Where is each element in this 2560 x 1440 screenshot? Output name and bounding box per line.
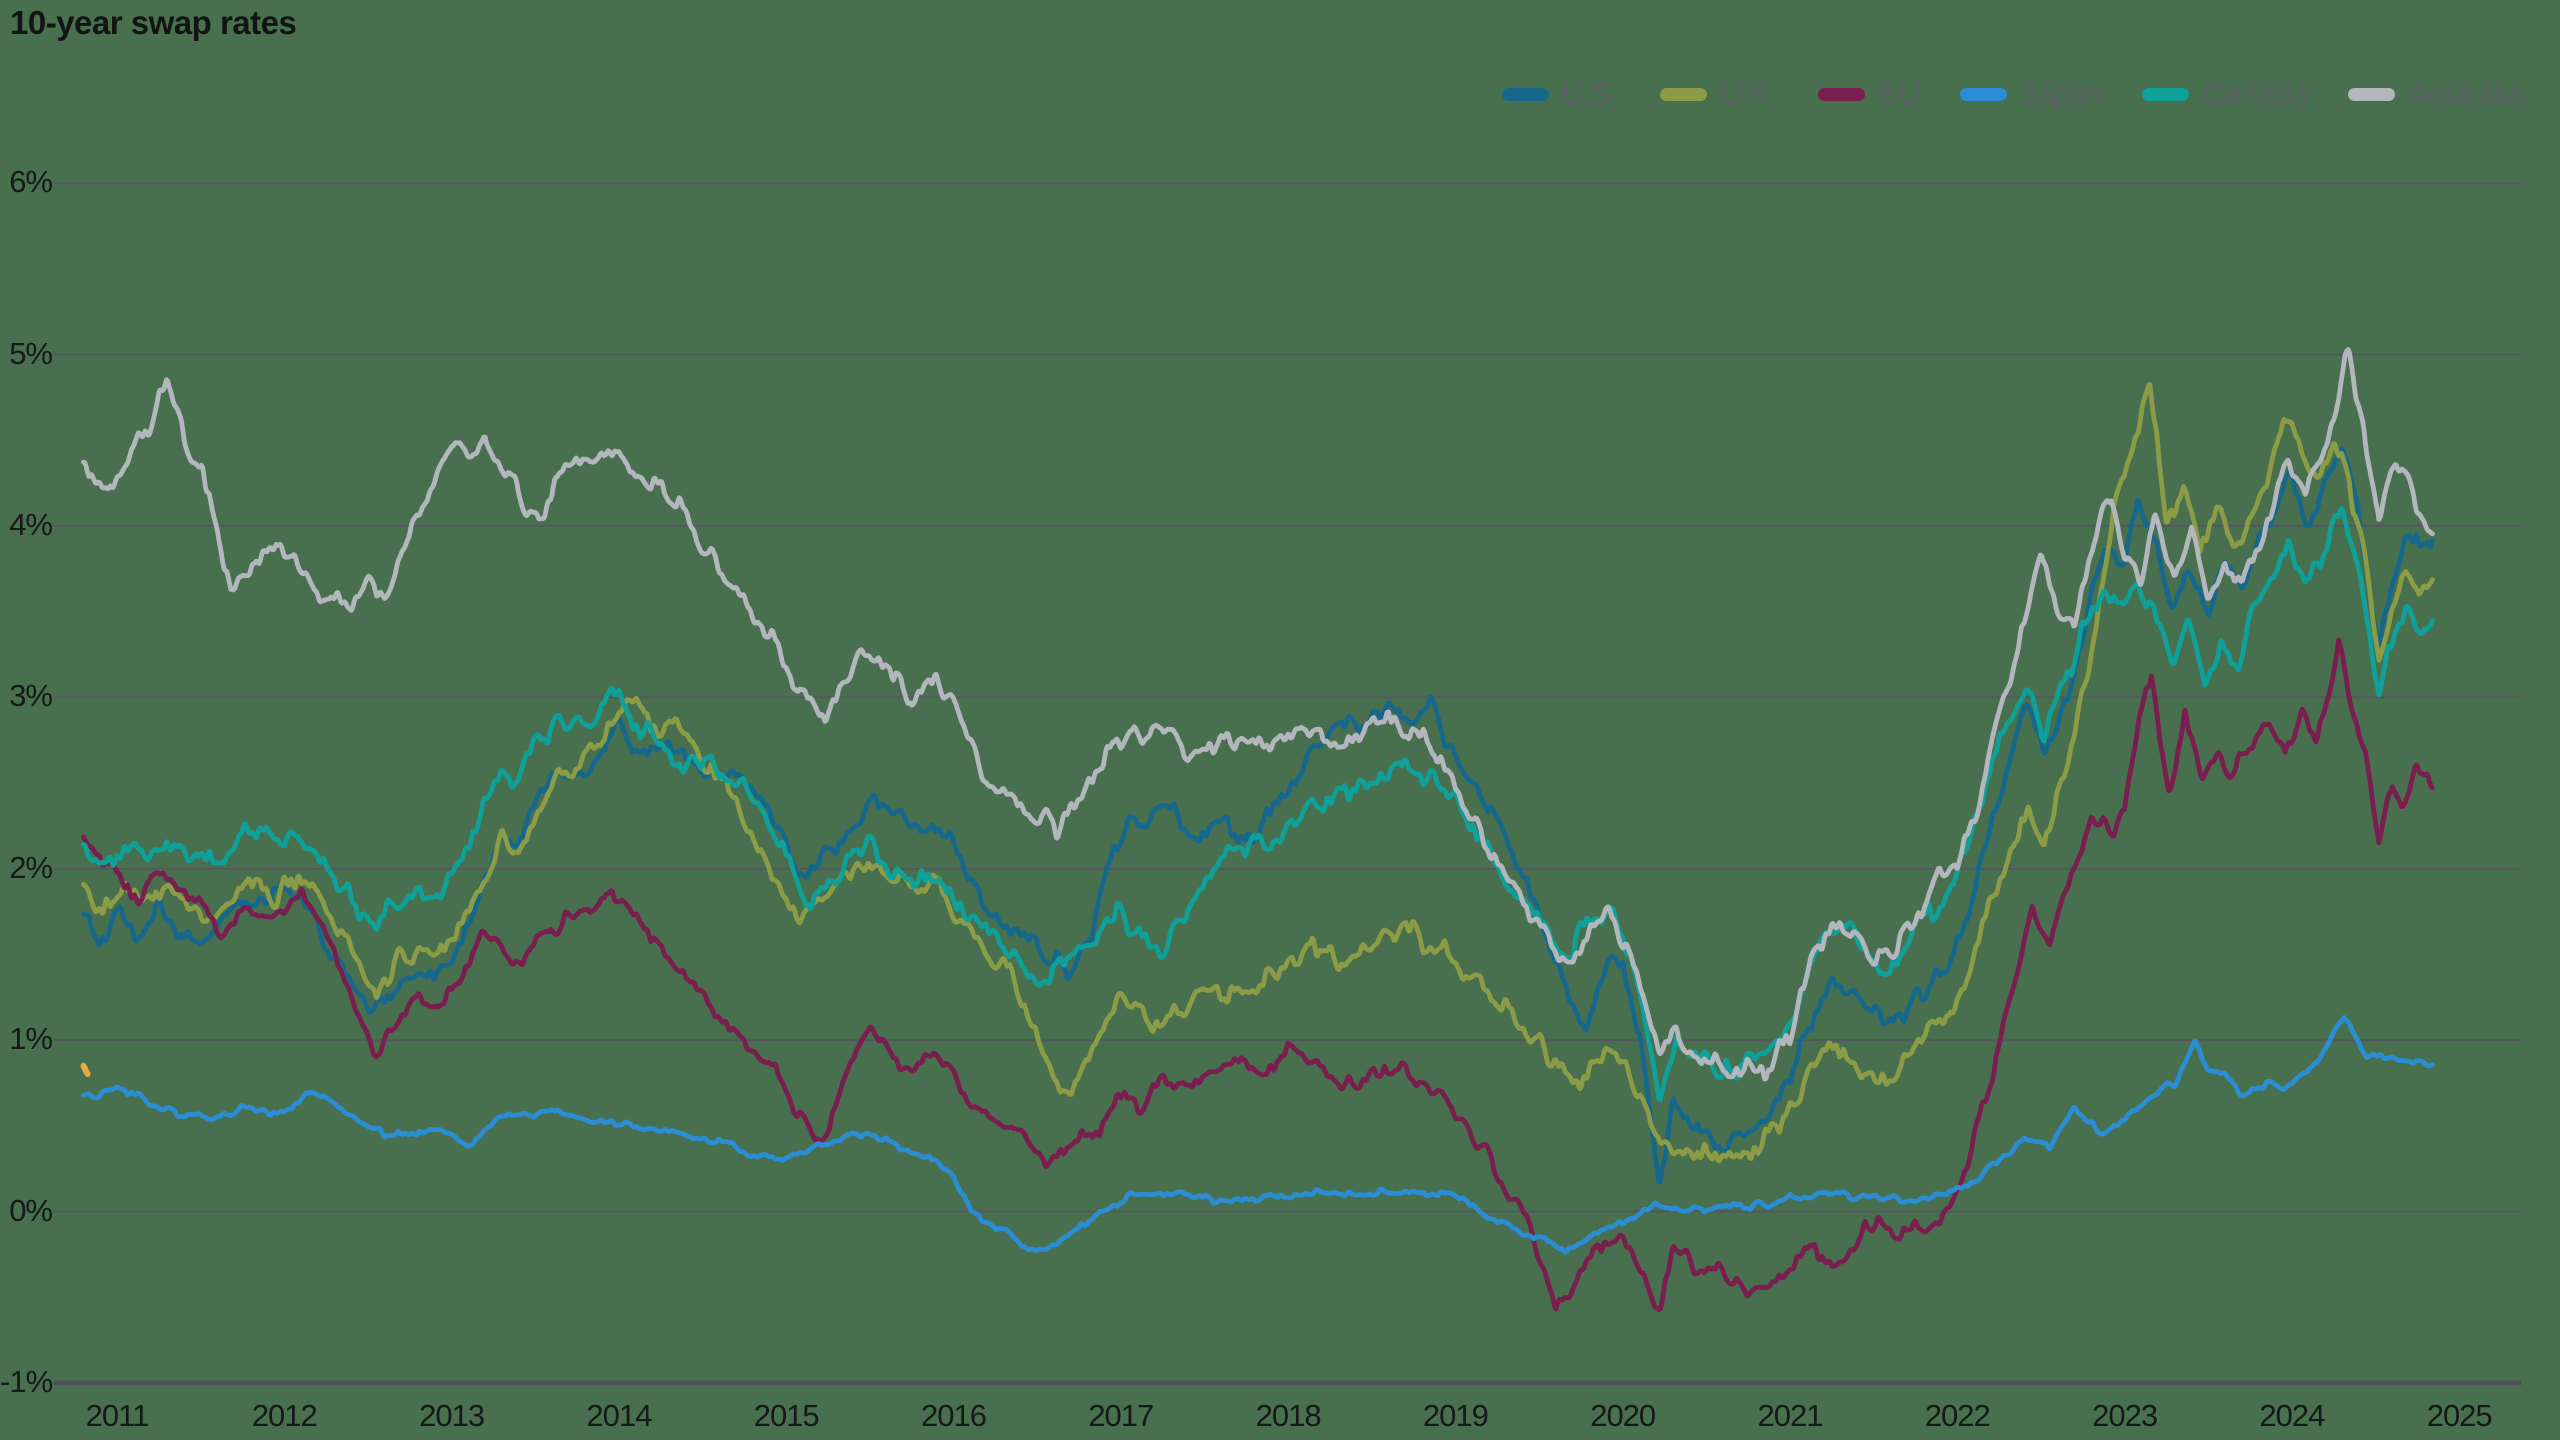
x-tick-label-2013: 2013 bbox=[419, 1398, 485, 1433]
y-tick-label-1%: 1% bbox=[9, 1021, 53, 1057]
x-tick-label-2021: 2021 bbox=[1757, 1398, 1824, 1433]
y-tick-label-0%: 0% bbox=[9, 1192, 53, 1228]
legend-item-australia: Australia bbox=[2347, 76, 2525, 112]
y-tick-label--1%: -1% bbox=[0, 1363, 53, 1399]
legend-swatch-icon bbox=[2142, 87, 2190, 101]
legend-item-canada: Canada bbox=[2142, 76, 2308, 112]
legend-swatch-icon bbox=[1960, 87, 2008, 101]
legend-label: Canada bbox=[2202, 76, 2308, 111]
gridlines bbox=[54, 182, 2521, 1386]
x-tick-label-2024: 2024 bbox=[2259, 1398, 2325, 1433]
x-tick-label-2023: 2023 bbox=[2092, 1398, 2158, 1433]
y-tick-label-5%: 5% bbox=[9, 335, 53, 371]
y-tick-label-3%: 3% bbox=[9, 678, 53, 714]
y-tick-label-4%: 4% bbox=[9, 506, 53, 542]
chart-title: 10-year swap rates bbox=[10, 4, 297, 41]
legend-swatch-icon bbox=[1501, 87, 1549, 101]
series-line-partial-yellow-series-fragment bbox=[80, 1062, 91, 1077]
series-line-eu bbox=[81, 637, 2435, 1312]
x-tick-label-2020: 2020 bbox=[1590, 1398, 1656, 1433]
legend-label: U.S. bbox=[1561, 76, 1621, 111]
legend-item-eu: EU bbox=[1818, 76, 1921, 112]
x-tick-label-2015: 2015 bbox=[753, 1398, 820, 1433]
x-tick-label-2018: 2018 bbox=[1255, 1398, 1322, 1433]
legend-item-japan: Japan bbox=[1960, 76, 2103, 112]
x-tick-label-2016: 2016 bbox=[921, 1398, 987, 1433]
y-tick-label-2%: 2% bbox=[9, 849, 53, 885]
legend-label: Australia bbox=[2407, 76, 2525, 111]
x-tick-label-2011: 2011 bbox=[85, 1398, 150, 1433]
x-tick-label-2022: 2022 bbox=[1924, 1398, 1991, 1433]
x-tick-label-2012: 2012 bbox=[251, 1398, 318, 1433]
legend-swatch-icon bbox=[1818, 87, 1866, 101]
series-line-japan bbox=[81, 1015, 2435, 1255]
legend-label: U.K. bbox=[1719, 76, 1779, 111]
legend-item-uk: U.K. bbox=[1659, 76, 1779, 112]
x-tick-label-2014: 2014 bbox=[586, 1398, 652, 1433]
x-tick-label-2017: 2017 bbox=[1088, 1398, 1154, 1433]
legend-item-us: U.S. bbox=[1501, 76, 1621, 112]
legend-label: Japan bbox=[2020, 76, 2103, 111]
y-tick-label-6%: 6% bbox=[9, 164, 53, 200]
legend-swatch-icon bbox=[2347, 87, 2395, 101]
series-line-canada bbox=[81, 506, 2435, 1102]
legend-swatch-icon bbox=[1659, 87, 1707, 101]
legend-label: EU bbox=[1878, 76, 1921, 111]
legend: U.S. U.K. EU Japan Canada Australia bbox=[1501, 76, 2525, 112]
x-tick-label-2025: 2025 bbox=[2426, 1398, 2493, 1433]
series-line-uk bbox=[81, 382, 2435, 1164]
x-tick-label-2019: 2019 bbox=[1422, 1398, 1489, 1433]
series-line-australia bbox=[81, 347, 2435, 1082]
